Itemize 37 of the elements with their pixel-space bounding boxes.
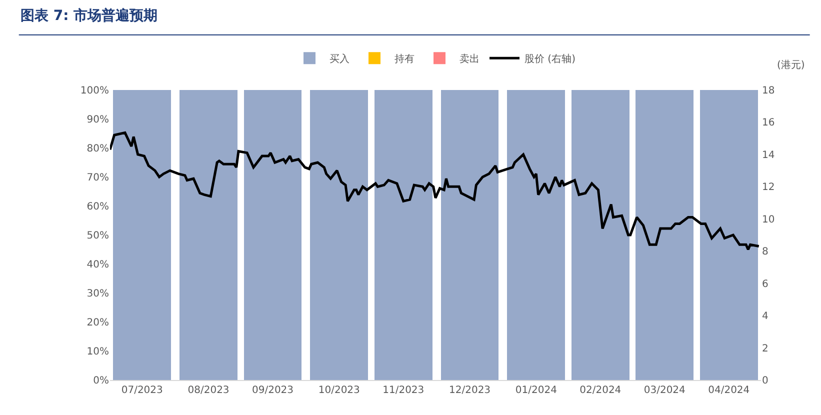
x-tick-label: 08/2023 [188,385,230,396]
x-tick-label: 09/2023 [252,385,294,396]
legend-label: 股价 (右轴) [524,53,576,65]
y2-tick-label: 4 [762,311,768,322]
y-tick-label: 40% [86,260,109,270]
y-tick-label: 90% [86,114,109,126]
y-tick-label: 60% [86,202,109,212]
legend-label: 卖出 [460,53,480,65]
x-tick-label: 12/2023 [448,385,491,396]
y-tick-label: 100% [80,86,109,96]
y2-tick-label: 18 [762,86,775,96]
legend-label: 买入 [330,53,350,65]
x-tick-label: 07/2023 [121,385,163,396]
y2-tick-label: 16 [762,118,775,129]
y-tick-label: 70% [86,172,109,184]
y-tick-label: 80% [86,144,109,154]
y2-axis-title: (港元) [777,59,805,71]
x-tick-label: 01/2024 [515,385,557,396]
y2-tick-label: 0 [762,376,768,386]
legend-label: 持有 [394,53,414,65]
y2-tick-label: 8 [762,246,768,258]
x-tick-label: 03/2024 [644,385,686,396]
y2-tick-label: 2 [762,343,768,354]
y2-tick-label: 14 [762,150,775,161]
x-tick-label: 10/2023 [318,385,360,396]
y-tick-label: 0% [93,376,109,386]
x-tick-label: 04/2024 [708,385,750,396]
y2-tick-label: 10 [762,214,775,226]
y-tick-label: 10% [86,346,109,358]
y2-tick-label: 12 [762,182,775,194]
y-tick-label: 50% [86,230,109,242]
y2-tick-label: 6 [762,278,768,290]
chart-title: 图表 7: 市场普遍预期 [20,7,158,24]
x-tick-label: 11/2023 [382,385,424,396]
x-tick-label: 02/2024 [580,385,622,396]
y-tick-label: 30% [86,288,109,300]
y-tick-label: 20% [86,318,109,328]
